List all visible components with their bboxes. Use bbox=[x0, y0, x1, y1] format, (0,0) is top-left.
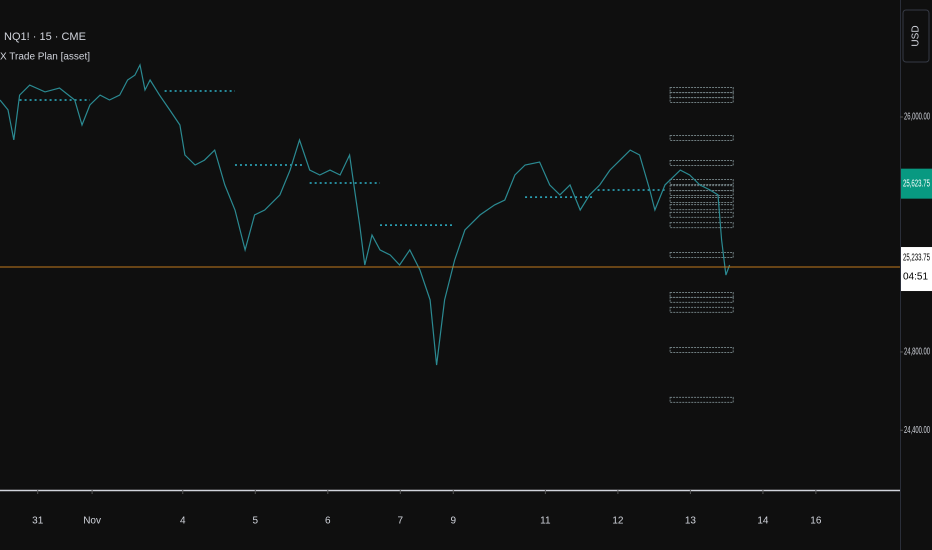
plan-level bbox=[669, 306, 734, 313]
x-tick-label: 4 bbox=[180, 516, 186, 527]
chart-title: NQ1! · 15 · CME bbox=[4, 31, 86, 43]
x-tick-label: 7 bbox=[398, 516, 404, 527]
plan-level bbox=[669, 204, 734, 211]
plan-level bbox=[669, 96, 734, 103]
x-tick-label: 16 bbox=[810, 516, 822, 527]
price-line bbox=[0, 63, 731, 366]
x-tick-label: Nov bbox=[83, 516, 101, 527]
x-tick-label: 31 bbox=[32, 516, 44, 527]
x-tick-label: 6 bbox=[325, 516, 331, 527]
plan-level bbox=[669, 179, 734, 185]
plan-level bbox=[669, 296, 734, 303]
last-price-label: 25,233.75 bbox=[903, 253, 930, 264]
y-tick-label: 26,000.00 bbox=[904, 112, 930, 123]
plan-level bbox=[669, 197, 734, 204]
x-tick-label: 14 bbox=[757, 516, 769, 527]
x-tick-label: 13 bbox=[685, 516, 697, 527]
y-tick-label: 24,400.00 bbox=[904, 425, 930, 436]
plan-level bbox=[669, 252, 734, 259]
indicator-name: X Trade Plan [asset] bbox=[0, 52, 90, 63]
marker-price-label: 25,623.75 bbox=[903, 178, 930, 189]
last-price-tag bbox=[901, 247, 932, 292]
plan-level bbox=[669, 347, 734, 353]
currency-box[interactable] bbox=[902, 9, 930, 63]
marker-price-tag bbox=[901, 168, 932, 199]
x-tick-label: 12 bbox=[612, 516, 624, 527]
countdown: 04:51 bbox=[903, 272, 928, 283]
plan-level bbox=[669, 396, 734, 403]
x-tick-label: 11 bbox=[540, 516, 551, 527]
x-tick-label: 5 bbox=[252, 516, 258, 527]
x-tick-label: 9 bbox=[450, 516, 456, 527]
plan-level bbox=[669, 211, 734, 218]
currency[interactable]: USD bbox=[911, 25, 922, 46]
plan-level bbox=[669, 189, 734, 196]
plan-level bbox=[669, 160, 734, 167]
plan-level bbox=[669, 222, 734, 229]
plan-level bbox=[669, 134, 734, 141]
y-tick-label: 24,800.00 bbox=[904, 347, 930, 358]
